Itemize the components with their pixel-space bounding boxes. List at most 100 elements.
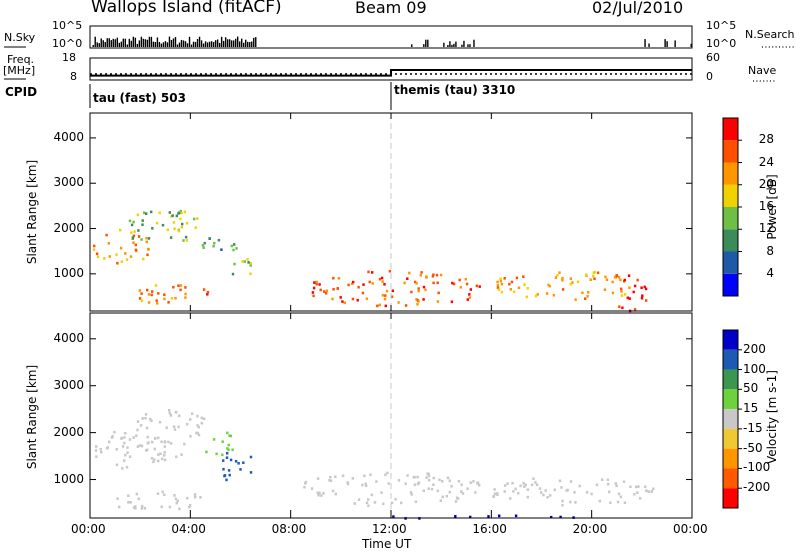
scatter-cell bbox=[115, 253, 118, 256]
scatter-cell bbox=[569, 277, 572, 280]
scatter-cell bbox=[127, 501, 130, 504]
scatter-cell bbox=[341, 474, 345, 478]
cpid-segment-1: tau (fast) 503 bbox=[93, 91, 186, 105]
scatter-cell bbox=[145, 236, 148, 240]
scatter-cell bbox=[578, 484, 581, 488]
scatter-cell bbox=[616, 500, 620, 504]
scatter-cell bbox=[196, 414, 199, 418]
nsky-bar bbox=[473, 39, 475, 47]
scatter-cell bbox=[427, 472, 430, 476]
nsky-bar bbox=[192, 41, 195, 47]
scatter-cell bbox=[512, 290, 516, 294]
nsky-label: N.Sky bbox=[4, 31, 36, 44]
scatter-cell bbox=[620, 290, 623, 293]
scatter-cell bbox=[108, 255, 111, 258]
scatter-cell bbox=[412, 475, 415, 479]
scatter-cell bbox=[376, 304, 379, 308]
scatter-cell bbox=[124, 431, 127, 435]
scatter-cell bbox=[194, 226, 197, 229]
scatter-cell bbox=[413, 483, 417, 486]
nsky-bar bbox=[451, 44, 453, 47]
scatter-cell bbox=[644, 485, 647, 489]
scatter-cell bbox=[155, 299, 158, 302]
scatter-cell bbox=[186, 496, 189, 500]
scatter-cell bbox=[460, 490, 463, 493]
scatter-cell bbox=[425, 275, 428, 278]
nsky-bar bbox=[648, 43, 650, 47]
scatter-cell bbox=[196, 424, 199, 427]
scatter-cell bbox=[603, 288, 607, 291]
scatter-cell bbox=[241, 260, 244, 263]
scatter-cell bbox=[351, 477, 354, 480]
scatter-cell bbox=[417, 287, 420, 290]
scatter-cell bbox=[200, 416, 203, 420]
nsky-bar bbox=[118, 42, 120, 47]
scatter-cell bbox=[196, 431, 200, 435]
power-colorbar-swatch bbox=[723, 184, 738, 207]
scatter-cell bbox=[523, 485, 526, 488]
scatter-cell bbox=[120, 437, 123, 440]
scatter-cell bbox=[133, 230, 136, 233]
time-tick-label: 20:00 bbox=[572, 522, 608, 536]
scatter-cell bbox=[137, 497, 140, 501]
scatter-cell bbox=[356, 298, 359, 302]
scatter-cell bbox=[239, 468, 242, 471]
scatter-cell bbox=[129, 255, 133, 258]
velocity-colorbar-label: Velocity [m s-1] bbox=[765, 370, 779, 464]
scatter-cell bbox=[132, 506, 136, 509]
scatter-cell bbox=[129, 501, 132, 504]
scatter-cell bbox=[147, 301, 151, 304]
nsky-bar bbox=[238, 41, 241, 47]
scatter-cell bbox=[228, 473, 231, 477]
scatter-cell bbox=[459, 286, 462, 289]
scatter-cell bbox=[136, 428, 139, 432]
scatter-cell bbox=[585, 491, 589, 494]
nsky-bar bbox=[128, 38, 131, 47]
nsky-bar bbox=[411, 44, 413, 47]
scatter-cell bbox=[609, 501, 612, 505]
scatter-cell bbox=[202, 417, 206, 421]
scatter-cell bbox=[561, 288, 565, 291]
scatter-cell bbox=[604, 275, 607, 279]
velocity-colorbar-swatch bbox=[723, 448, 738, 469]
nsky-bar bbox=[467, 44, 469, 47]
velocity-colorbar-tick-label: 15 bbox=[743, 401, 759, 416]
nsky-bar bbox=[218, 42, 221, 47]
scatter-cell bbox=[436, 489, 439, 493]
scatter-cell bbox=[500, 282, 504, 286]
velocity-colorbar-frame bbox=[722, 329, 739, 509]
scatter-cell bbox=[493, 488, 496, 491]
nsky-bar bbox=[216, 39, 219, 47]
scatter-cell bbox=[249, 262, 252, 265]
scatter-cell bbox=[416, 475, 419, 479]
scatter-cell bbox=[417, 289, 420, 293]
scatter-cell bbox=[150, 293, 153, 297]
scatter-cell bbox=[384, 473, 387, 477]
scatter-cell bbox=[346, 481, 349, 484]
freq-tick-bottom: 8 bbox=[70, 70, 77, 83]
scatter-cell bbox=[221, 440, 224, 443]
scatter-cell bbox=[169, 414, 173, 417]
nsearch-tick-bottom: 10^0 bbox=[706, 37, 737, 50]
time-axis-label: Time UT bbox=[362, 537, 412, 551]
scatter-cell bbox=[103, 257, 106, 260]
velocity-colorbar-tick-label: -200 bbox=[743, 480, 771, 495]
scatter-cell bbox=[596, 271, 600, 275]
scatter-cell bbox=[95, 445, 98, 448]
scatter-cell bbox=[161, 490, 164, 494]
scatter-cell bbox=[227, 443, 230, 447]
scatter-cell bbox=[497, 288, 501, 291]
scatter-cell bbox=[166, 228, 169, 232]
scatter-cell bbox=[640, 286, 643, 289]
scatter-cell bbox=[569, 500, 572, 504]
scatter-cell bbox=[157, 292, 160, 295]
nave-tick-bottom: 0 bbox=[706, 70, 713, 83]
scatter-cell bbox=[652, 487, 655, 491]
scatter-cell bbox=[303, 485, 306, 489]
scatter-cell bbox=[106, 446, 109, 449]
scatter-cell bbox=[225, 478, 228, 482]
scatter-cell bbox=[383, 283, 386, 286]
scatter-cell bbox=[397, 301, 400, 304]
scatter-cell bbox=[318, 491, 321, 495]
scatter-cell bbox=[150, 210, 153, 214]
